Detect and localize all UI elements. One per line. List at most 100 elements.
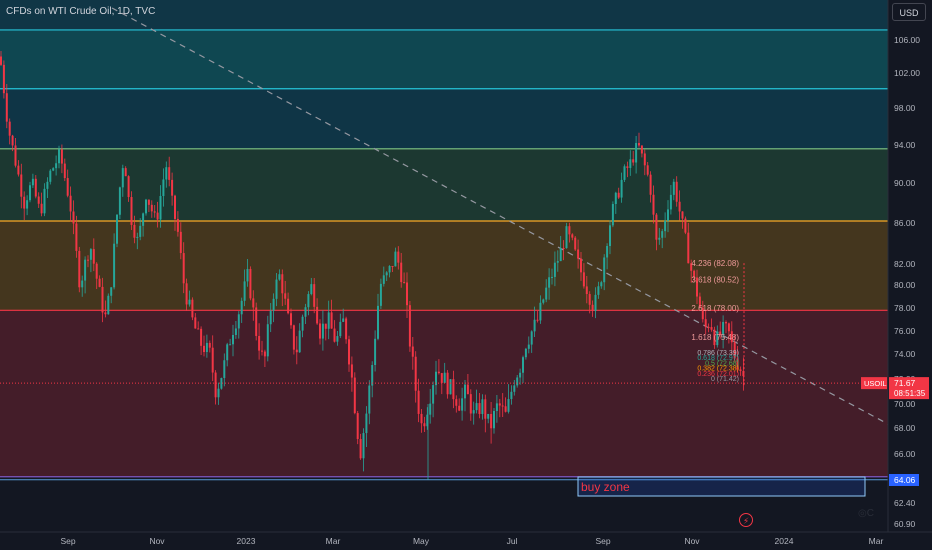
candle [472, 410, 475, 414]
candle [8, 121, 11, 136]
candle [29, 185, 31, 201]
candle [234, 328, 237, 335]
candle [191, 299, 194, 318]
candle [640, 145, 643, 154]
candle [232, 334, 234, 345]
tradingview-logo-icon: ◎C [858, 508, 874, 519]
y-tick-label: 94.00 [894, 140, 916, 150]
candle [417, 390, 420, 414]
candle [20, 174, 23, 197]
candle [98, 278, 101, 287]
candle [130, 197, 133, 225]
candle [255, 307, 258, 336]
candle [672, 181, 675, 195]
candle [484, 399, 487, 419]
candle [469, 394, 472, 414]
candle [620, 179, 623, 198]
candle [626, 166, 629, 168]
candle [501, 405, 504, 407]
candle [574, 237, 577, 250]
zone-band [0, 148, 888, 221]
chart-title: CFDs on WTI Crude Oil, 1D, TVC [6, 6, 156, 17]
y-tick-label: 60.90 [894, 519, 916, 529]
candle [394, 251, 397, 267]
candle [487, 413, 490, 419]
candle [298, 330, 301, 353]
candle [156, 212, 159, 220]
symbol-tag [861, 377, 887, 390]
x-tick-label: Nov [684, 536, 700, 546]
candle [92, 249, 95, 264]
candle [165, 167, 168, 180]
candle [304, 307, 307, 317]
x-tick-label: Nov [149, 536, 165, 546]
candle [49, 170, 52, 182]
candle [565, 226, 568, 249]
candle [667, 209, 669, 221]
candle [475, 403, 478, 411]
candle [452, 379, 455, 400]
candle [559, 247, 562, 262]
candle [684, 218, 687, 233]
x-tick-label: 2023 [237, 536, 256, 546]
candle [553, 262, 556, 277]
candle [174, 195, 176, 219]
candle [698, 296, 701, 308]
candle [147, 199, 150, 205]
countdown-label: 08:51:35 [894, 389, 926, 398]
candle [580, 258, 582, 273]
candle [504, 406, 507, 412]
candle [408, 305, 411, 347]
candle [223, 360, 226, 379]
y-tick-label: 76.00 [894, 326, 916, 336]
candle [26, 200, 29, 209]
candle [524, 348, 527, 358]
candle [200, 328, 203, 346]
candle [185, 283, 188, 305]
candle [353, 377, 356, 414]
candle [478, 403, 481, 414]
candle [211, 347, 214, 373]
candle [321, 323, 324, 339]
candle [464, 384, 466, 399]
time-axis [0, 532, 932, 550]
candle [310, 284, 313, 295]
x-tick-label: 2024 [775, 536, 794, 546]
candle [295, 349, 298, 353]
candle [89, 249, 92, 260]
fib-level-label: 0 (71.42) [711, 376, 739, 383]
candle [458, 405, 461, 411]
fib-label: 2.618 (78.00) [691, 304, 739, 313]
candle [391, 265, 394, 267]
candle [348, 339, 350, 365]
candle [142, 213, 145, 226]
flash-icon[interactable]: ⚡ [739, 513, 753, 527]
fib-label: 4.236 (82.08) [691, 259, 739, 268]
candle [327, 312, 330, 329]
candle [243, 281, 246, 301]
candle [162, 179, 165, 197]
zone-band [0, 88, 888, 149]
candle [693, 270, 696, 278]
candle [646, 165, 649, 175]
fib-level-label: 0.236 (72.01) [697, 371, 739, 378]
candle [58, 149, 60, 164]
candle [287, 298, 290, 314]
y-tick-label: 78.00 [894, 303, 916, 313]
candle [730, 331, 733, 343]
candle [733, 342, 736, 359]
candle [678, 201, 681, 212]
candle [292, 325, 295, 350]
candle [72, 211, 75, 224]
candle [429, 403, 432, 415]
candle [397, 251, 400, 263]
x-tick-label: Sep [595, 536, 610, 546]
candle [43, 188, 46, 214]
candle [339, 321, 342, 337]
candle [269, 310, 272, 325]
price-axis [888, 0, 932, 550]
candle [368, 385, 371, 414]
currency-button[interactable]: USD [892, 3, 926, 21]
candle [548, 277, 551, 288]
